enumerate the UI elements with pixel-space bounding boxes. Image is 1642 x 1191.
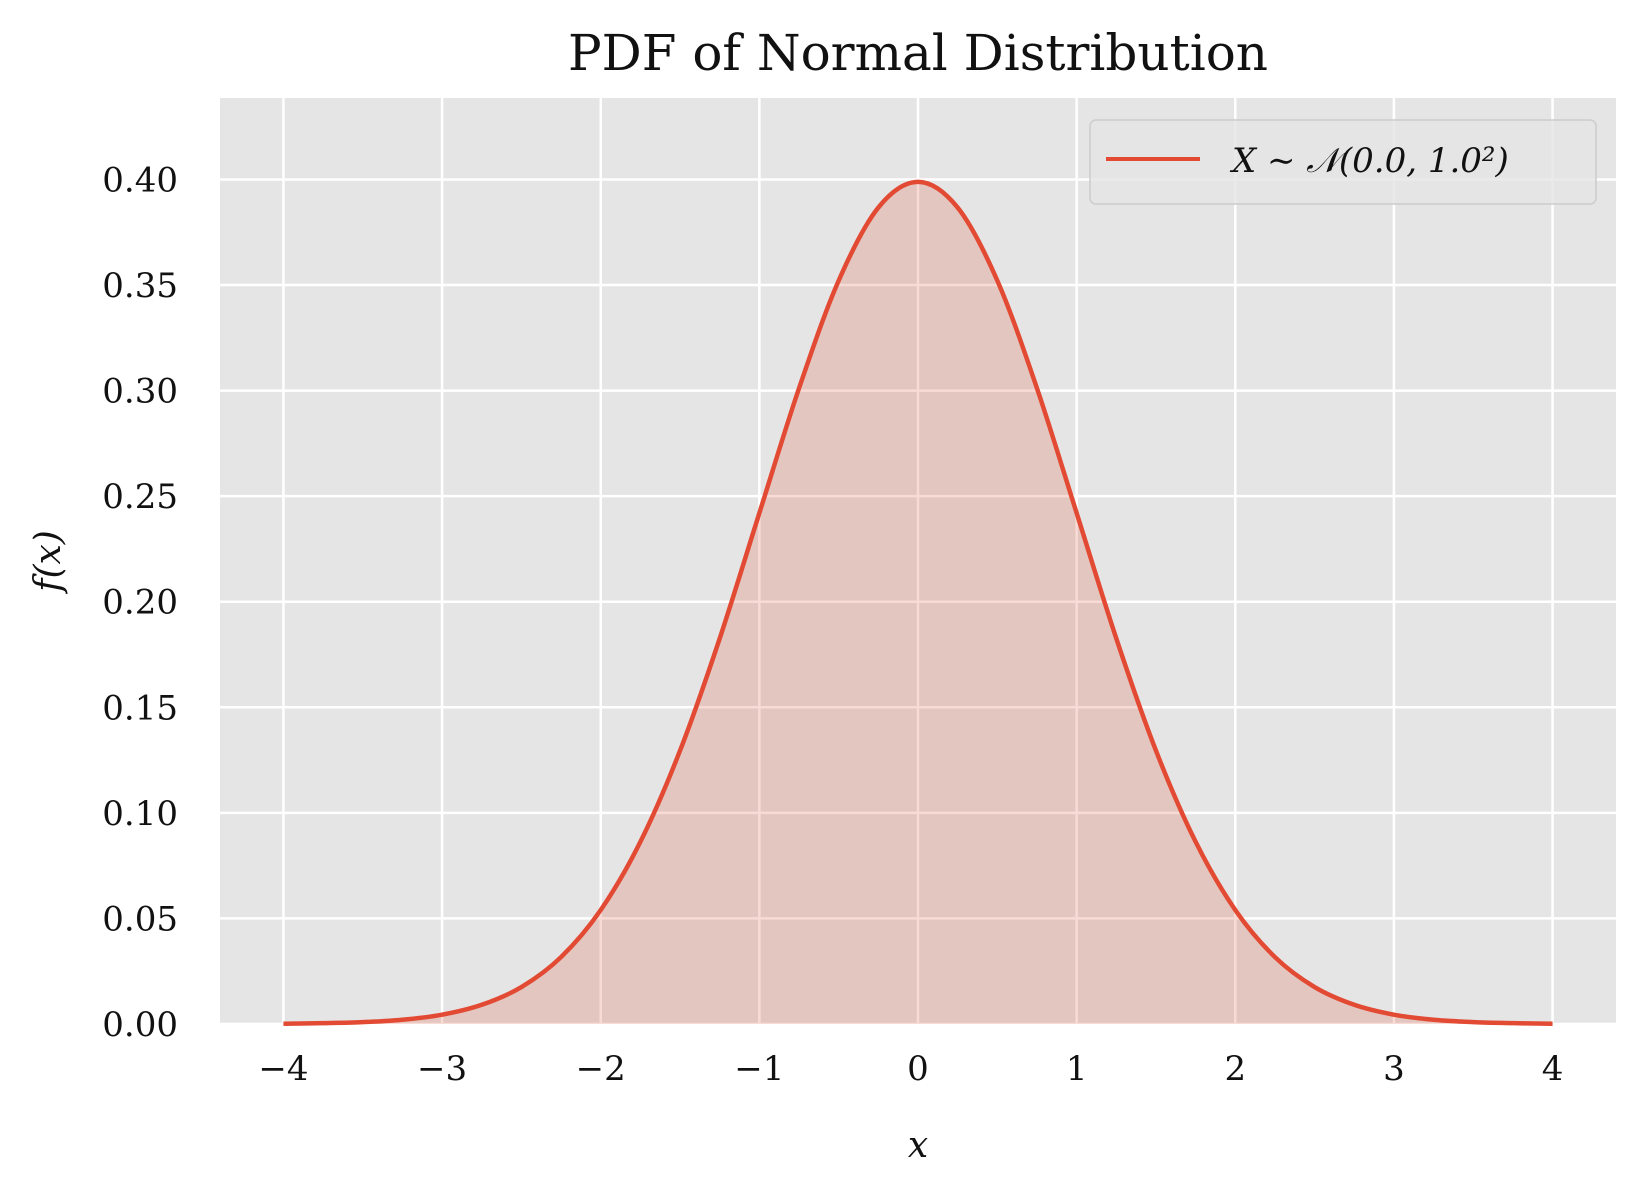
y-tick-label: 0.10 [102,794,178,834]
y-tick-labels: 0.00 0.05 0.10 0.15 0.20 0.25 0.30 0.35 0.40 [102,160,178,1045]
y-tick-label: 0.15 [102,688,178,728]
x-axis-label: x [908,1125,928,1166]
y-tick-label: 0.25 [102,477,178,517]
y-gridlines [220,178,1616,1026]
x-tick-label: 1 [1066,1049,1088,1089]
legend: X ∼ 𝒩(0.0, 1.0²) [1089,119,1597,205]
y-tick-label: 0.30 [102,372,178,412]
x-tick-label: 0 [907,1049,929,1089]
x-tick-label: 3 [1383,1049,1405,1089]
legend-series-label: X ∼ 𝒩(0.0, 1.0²) [1229,141,1509,181]
y-tick-label: 0.35 [102,266,178,306]
x-tick-label: 4 [1542,1049,1564,1089]
x-tick-label: −2 [576,1049,626,1089]
x-tick-label: −4 [258,1049,308,1089]
x-gridlines [282,98,1554,1024]
series-area-fill [283,181,1553,1024]
y-tick-label: 0.20 [102,583,178,623]
legend-box [1089,119,1597,205]
x-tick-label: 2 [1224,1049,1246,1089]
series-line [283,179,1553,1027]
y-tick-label: 0.00 [102,1005,178,1045]
chart-title: PDF of Normal Distribution [568,24,1268,82]
x-tick-labels: −4 −3 −2 −1 0 1 2 3 4 [258,1049,1563,1089]
y-axis-label: f(x) [28,530,69,595]
y-tick-label: 0.40 [102,160,178,200]
y-tick-label: 0.05 [102,899,178,939]
x-tick-label: −3 [417,1049,467,1089]
x-tick-label: −1 [734,1049,784,1089]
